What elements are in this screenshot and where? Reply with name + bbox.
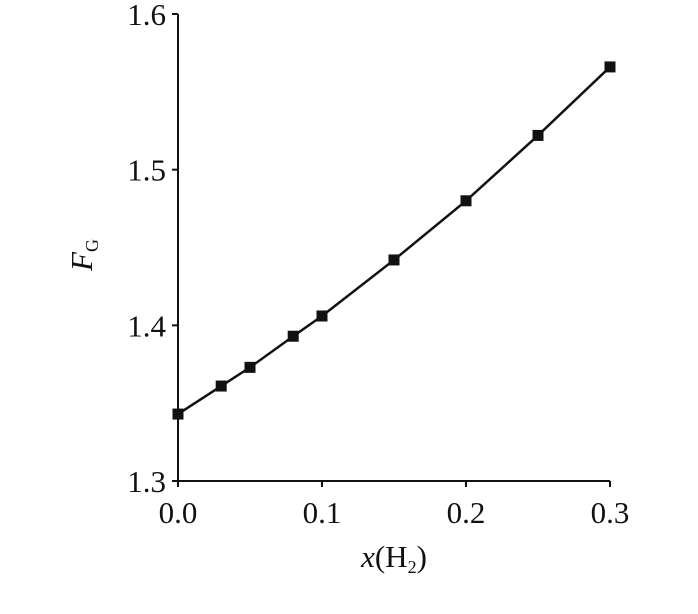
marker bbox=[388, 254, 400, 266]
marker bbox=[172, 408, 184, 420]
y-label-main: F bbox=[64, 251, 99, 272]
marker bbox=[604, 61, 616, 73]
x-label-main: x bbox=[360, 539, 375, 574]
x-axis-label: x(H2) bbox=[360, 539, 427, 577]
data-line bbox=[177, 66, 611, 416]
marker bbox=[244, 361, 256, 373]
y-tick-label: 1.6 bbox=[127, 0, 166, 32]
y-tick-label: 1.5 bbox=[127, 153, 166, 188]
y-axis-label: FG bbox=[64, 239, 102, 272]
y-tick-label: 1.4 bbox=[127, 308, 166, 343]
x-label-sub: 2 bbox=[408, 557, 417, 577]
y-tick-label: 1.3 bbox=[127, 464, 166, 499]
x-label-part: ) bbox=[417, 539, 427, 574]
marker bbox=[532, 129, 544, 141]
y-label-sub: G bbox=[82, 239, 102, 252]
x-tick-label: 0.3 bbox=[591, 495, 630, 530]
x-tick-label: 0.2 bbox=[447, 495, 486, 530]
x-label-part: (H bbox=[375, 539, 408, 574]
x-tick-label: 0.0 bbox=[159, 495, 198, 530]
marker bbox=[460, 195, 472, 207]
marker bbox=[215, 380, 227, 392]
x-tick-label: 0.1 bbox=[303, 495, 342, 530]
marker bbox=[316, 310, 328, 322]
marker bbox=[287, 330, 299, 342]
